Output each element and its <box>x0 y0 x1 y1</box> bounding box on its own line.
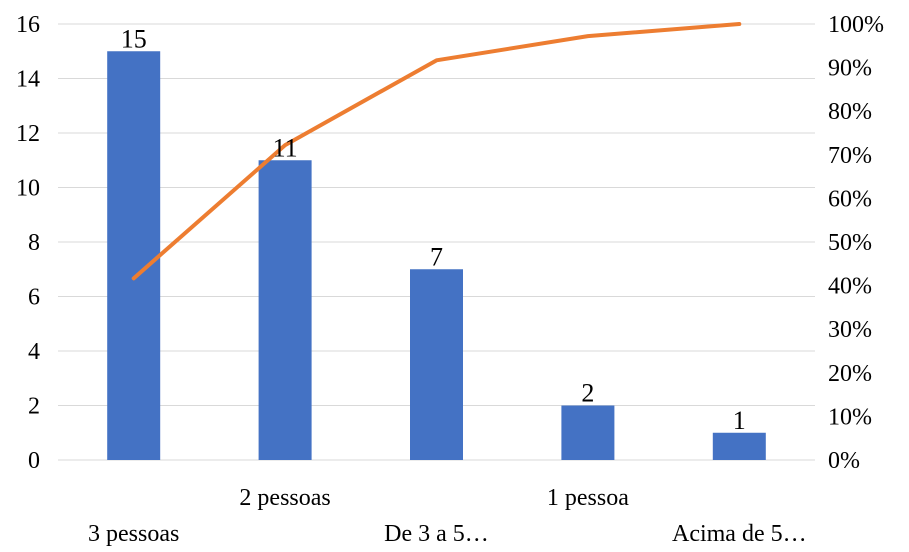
y2-tick-label: 50% <box>828 230 872 256</box>
y-tick-label: 10 <box>16 176 40 202</box>
category-label: 1 pessoa <box>547 485 629 511</box>
y2-tick-label: 0% <box>828 448 860 474</box>
bar <box>410 269 463 460</box>
bar <box>561 405 615 460</box>
y-tick-label: 8 <box>28 230 40 256</box>
y-tick-label: 12 <box>16 121 40 147</box>
right-axis-ticks: 0% 10% 20% 30% 40% 50% 60% 70% 80% 90% 100% <box>828 12 884 474</box>
y2-tick-label: 40% <box>828 274 872 300</box>
category-labels: 3 pessoas 2 pessoas De 3 a 5… 1 pessoa Acima… <box>88 485 807 547</box>
y2-tick-label: 30% <box>828 317 872 343</box>
bar <box>712 432 766 460</box>
y2-tick-label: 70% <box>828 143 872 169</box>
bar <box>107 51 161 460</box>
category-label: 3 pessoas <box>88 521 179 547</box>
cumulative-line <box>131 22 742 281</box>
data-label: 1 <box>733 406 746 435</box>
bar <box>258 160 312 460</box>
data-label: 2 <box>581 379 594 408</box>
data-label: 7 <box>430 242 443 271</box>
category-label: 2 pessoas <box>239 485 330 511</box>
y-tick-label: 14 <box>16 67 40 93</box>
data-labels: 15 11 7 2 1 <box>121 24 746 435</box>
y2-tick-label: 20% <box>828 361 872 387</box>
data-label: 11 <box>273 133 298 162</box>
bar-series <box>107 51 766 460</box>
y-tick-label: 2 <box>28 394 40 420</box>
cumulative-line-series <box>131 22 742 281</box>
left-axis-ticks: 0 2 4 6 8 10 12 14 16 <box>16 12 40 474</box>
gridlines <box>58 23 815 461</box>
y-tick-label: 0 <box>28 448 40 474</box>
y2-tick-label: 90% <box>828 56 872 82</box>
y2-tick-label: 60% <box>828 186 872 212</box>
data-label: 15 <box>121 24 147 53</box>
y-tick-label: 6 <box>28 285 40 311</box>
y2-tick-label: 10% <box>828 404 872 430</box>
y2-tick-label: 80% <box>828 99 872 125</box>
category-label: De 3 a 5… <box>384 521 489 547</box>
y2-tick-label: 100% <box>828 12 884 38</box>
y-tick-label: 16 <box>16 12 40 38</box>
category-label: Acima de 5… <box>672 521 807 547</box>
y-tick-label: 4 <box>28 339 40 365</box>
